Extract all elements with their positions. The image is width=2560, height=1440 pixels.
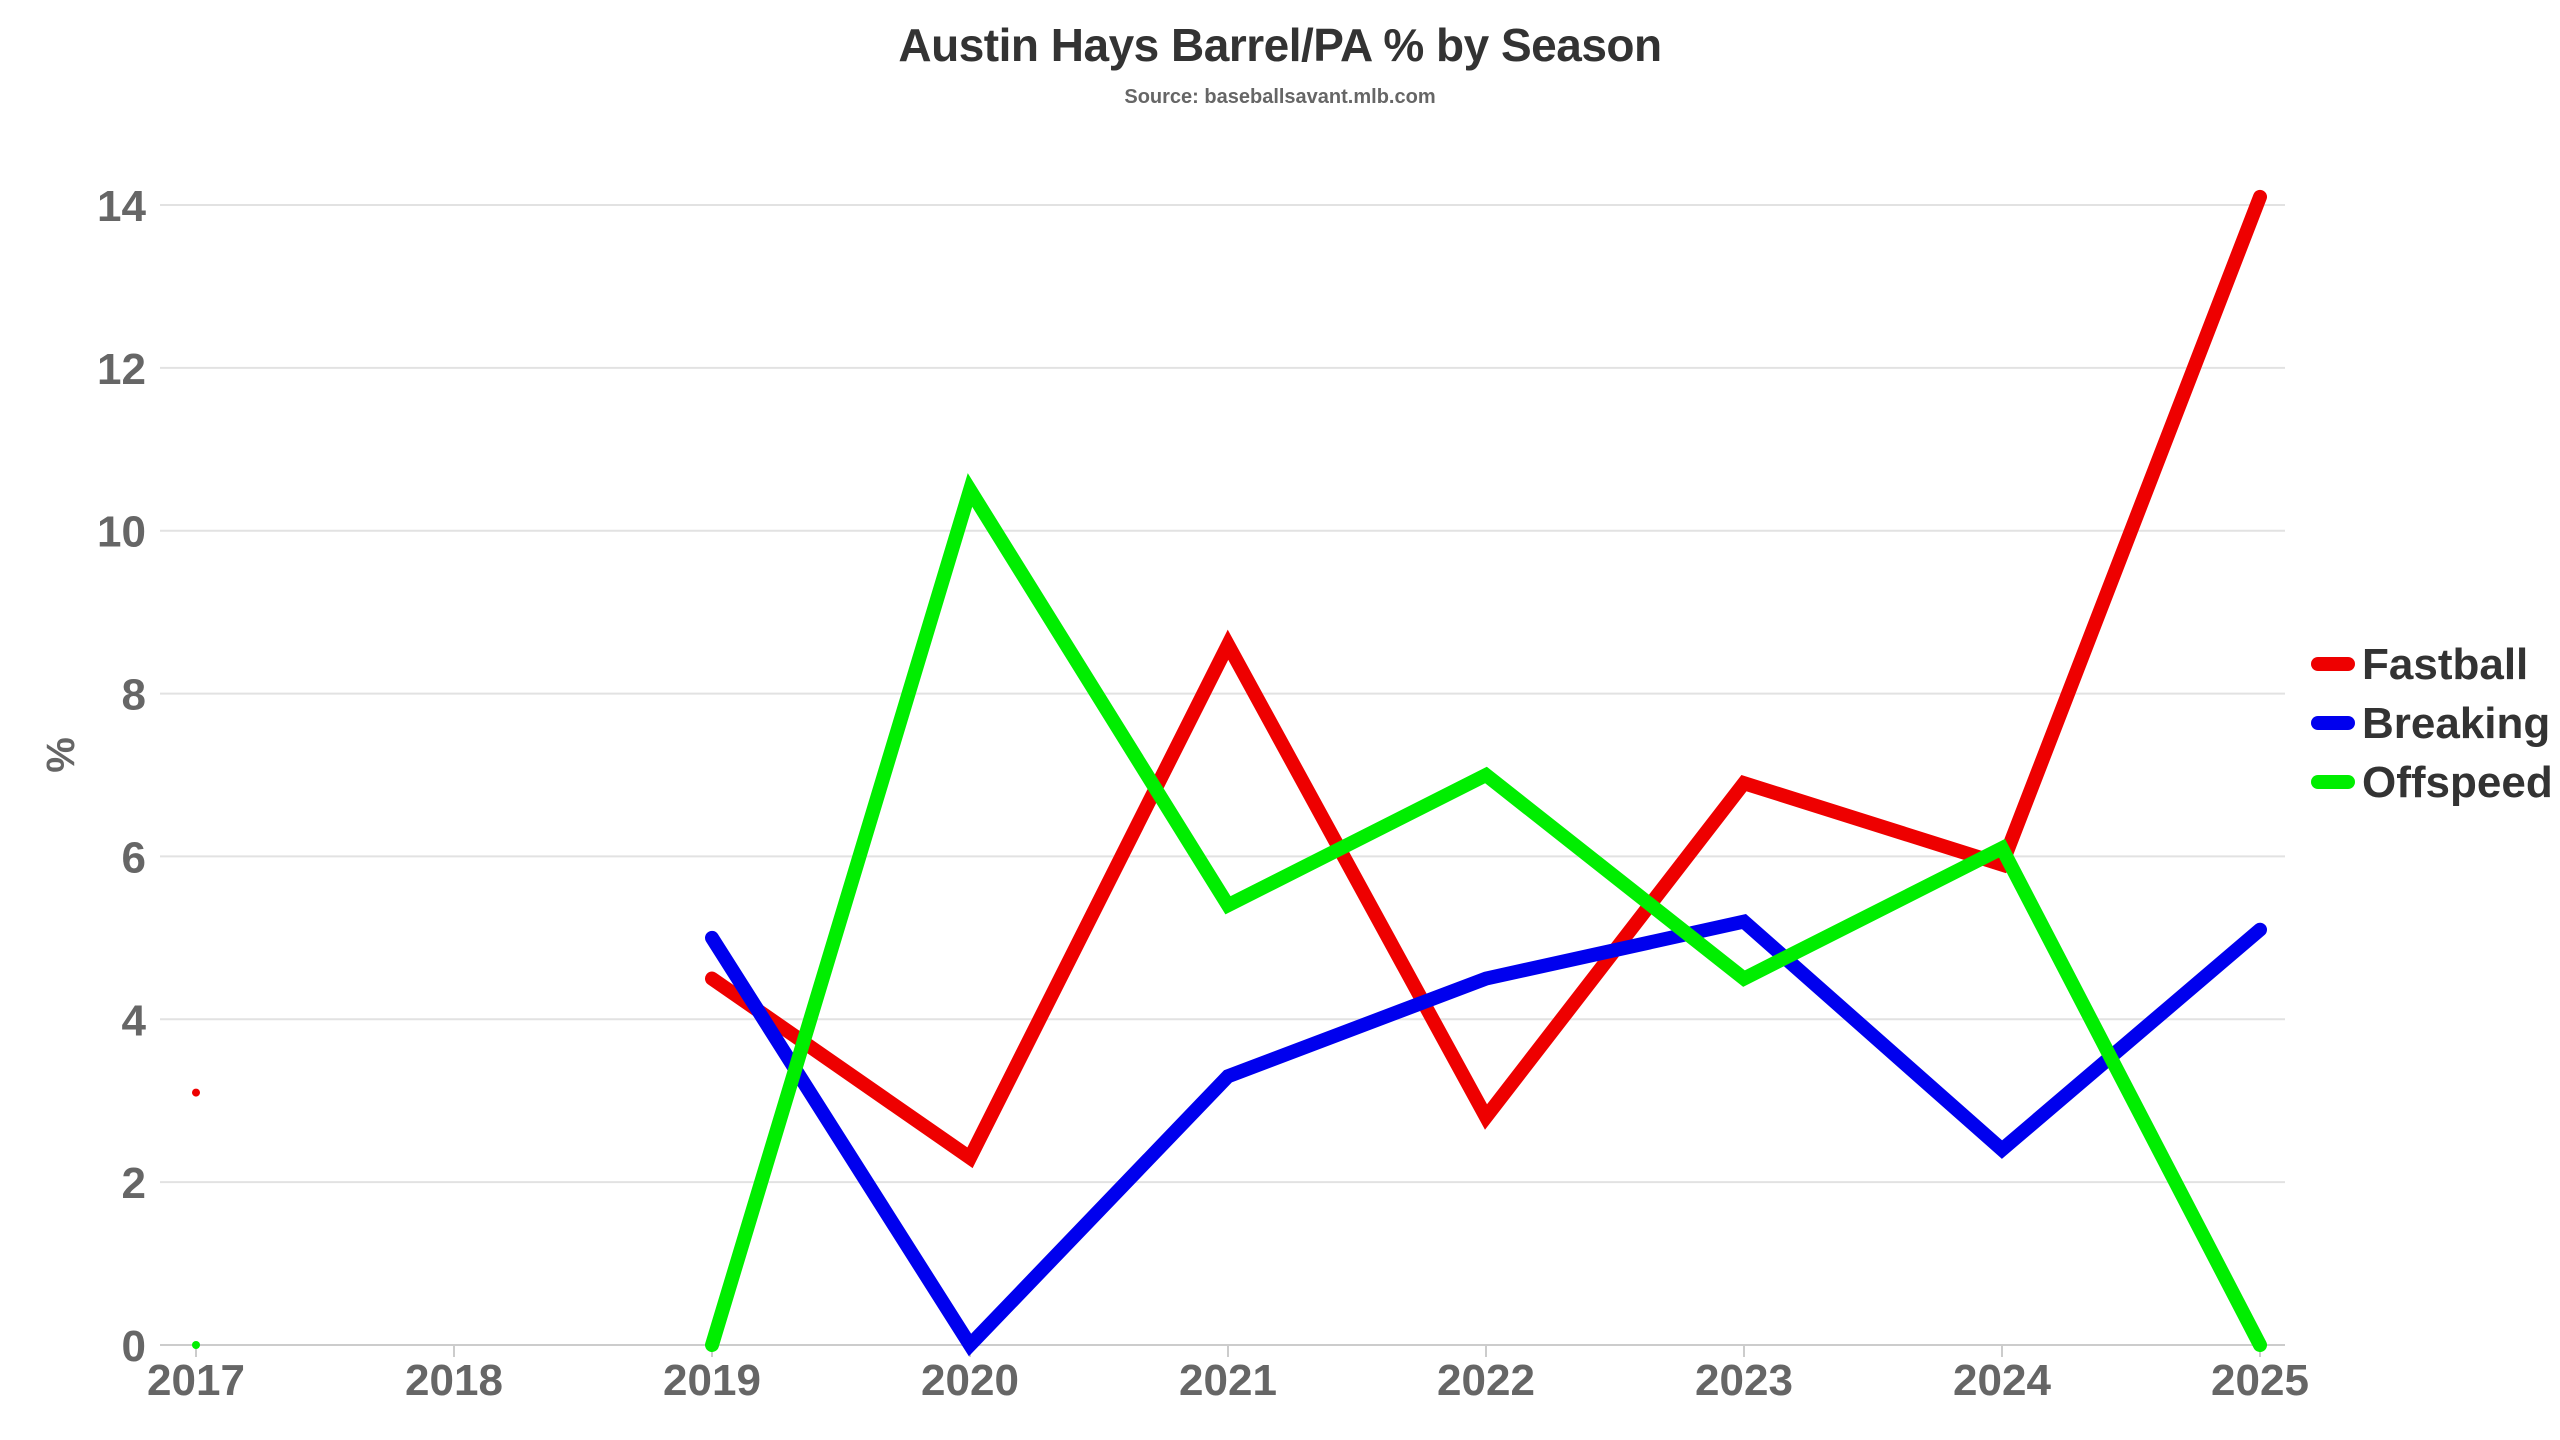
legend-label: Breaking bbox=[2362, 699, 2550, 748]
y-tick-label: 8 bbox=[122, 671, 146, 720]
legend-label: Offspeed bbox=[2362, 758, 2553, 807]
series-line bbox=[705, 473, 2267, 1352]
x-tick-label: 2024 bbox=[1953, 1356, 2051, 1405]
y-tick-label: 4 bbox=[122, 996, 147, 1045]
grid-lines bbox=[160, 204, 2285, 1184]
x-tick-label: 2025 bbox=[2211, 1356, 2309, 1405]
y-tick-label: 14 bbox=[97, 182, 146, 231]
legend[interactable]: Fastball Breaking Offspeed bbox=[2311, 640, 2553, 807]
x-tick-label: 2022 bbox=[1437, 1356, 1535, 1405]
series-line bbox=[705, 913, 2267, 1357]
x-tick-label: 2020 bbox=[921, 1356, 1019, 1405]
y-tick-label: 2 bbox=[122, 1159, 146, 1208]
legend-label: Fastball bbox=[2362, 640, 2528, 689]
y-tick-label: 10 bbox=[97, 508, 146, 557]
y-tick-label: 0 bbox=[122, 1322, 146, 1371]
series-line bbox=[705, 189, 2267, 1169]
x-tick-label: 2017 bbox=[147, 1356, 245, 1405]
x-tick-label: 2018 bbox=[405, 1356, 503, 1405]
series-lines bbox=[192, 189, 2267, 1357]
series-breaking bbox=[705, 913, 2267, 1357]
y-tick-label: 6 bbox=[122, 833, 146, 882]
y-tick-label: 12 bbox=[97, 345, 146, 394]
x-tick-label: 2019 bbox=[663, 1356, 761, 1405]
y-axis-label: % bbox=[39, 737, 83, 773]
legend-item-offspeed[interactable]: Offspeed bbox=[2311, 758, 2553, 807]
chart-subtitle: Source: baseballsavant.mlb.com bbox=[1124, 86, 1436, 108]
data-point bbox=[192, 1341, 200, 1349]
axes: 0 2 4 6 8 10 12 14 2017 2018 2019 2020 2021 2022 2023 2… bbox=[39, 182, 2309, 1405]
x-tick-label: 2021 bbox=[1179, 1356, 1277, 1405]
series-offspeed bbox=[192, 473, 2267, 1352]
chart-title: Austin Hays Barrel/PA % by Season bbox=[898, 19, 1662, 71]
x-tick-label: 2023 bbox=[1695, 1356, 1793, 1405]
data-point bbox=[192, 1088, 200, 1097]
legend-item-fastball[interactable]: Fastball bbox=[2311, 640, 2528, 689]
legend-item-breaking[interactable]: Breaking bbox=[2311, 699, 2550, 748]
series-fastball bbox=[192, 189, 2267, 1169]
